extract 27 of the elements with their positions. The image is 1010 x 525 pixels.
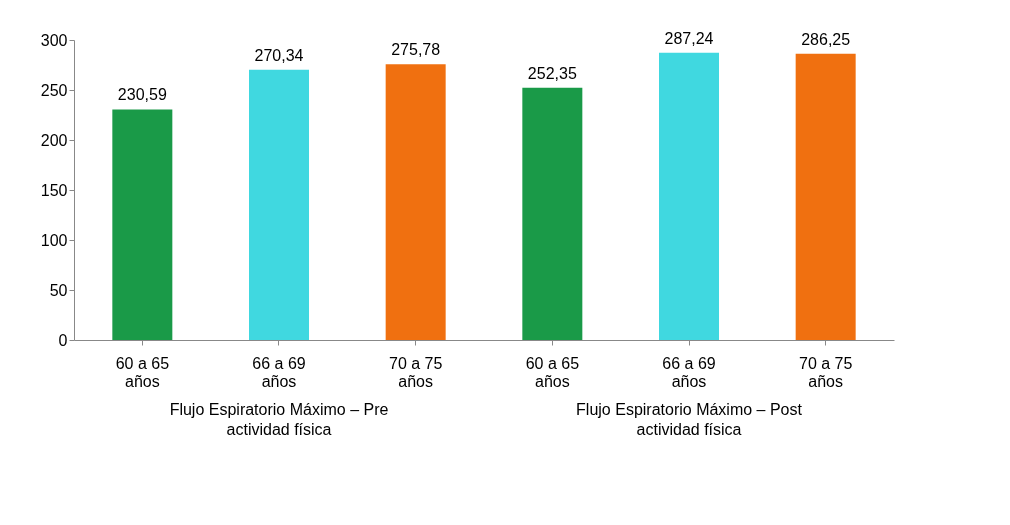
bar (385, 64, 446, 340)
data-label: 287,24 (664, 29, 714, 47)
bar (522, 87, 583, 340)
y-tick-label: 100 (40, 231, 68, 249)
y-tick-label: 0 (58, 331, 68, 349)
text: Flujo Espiratorio Máximo – Post actividad física (576, 401, 803, 438)
y-tick-label: 50 (49, 281, 68, 299)
bar (249, 69, 309, 340)
bar (112, 109, 173, 340)
bar (795, 53, 856, 340)
x-tick-label: 70 a 75 años (798, 354, 853, 390)
text: Flujo Espiratorio Máximo – Pre actividad física (169, 401, 389, 438)
y-tick-label: 150 (40, 181, 68, 199)
data-label: 275,78 (391, 41, 441, 59)
x-tick-label: 70 a 75 años (388, 354, 443, 390)
bar (659, 52, 719, 340)
x-tick-label: 60 a 65 años (525, 354, 580, 390)
y-tick-label: 200 (40, 131, 68, 149)
data-label: 286,25 (801, 30, 851, 48)
y-tick-label: 300 (40, 31, 68, 49)
data-label: 230,59 (117, 86, 167, 104)
x-tick-label: 60 a 65 años (115, 354, 170, 390)
y-tick-label: 250 (40, 81, 68, 99)
x-tick-label: 66 a 69 años (252, 354, 306, 390)
data-label: 270,34 (254, 46, 304, 64)
data-label: 252,35 (527, 64, 577, 82)
x-tick-label: 66 a 69 años (662, 354, 716, 390)
